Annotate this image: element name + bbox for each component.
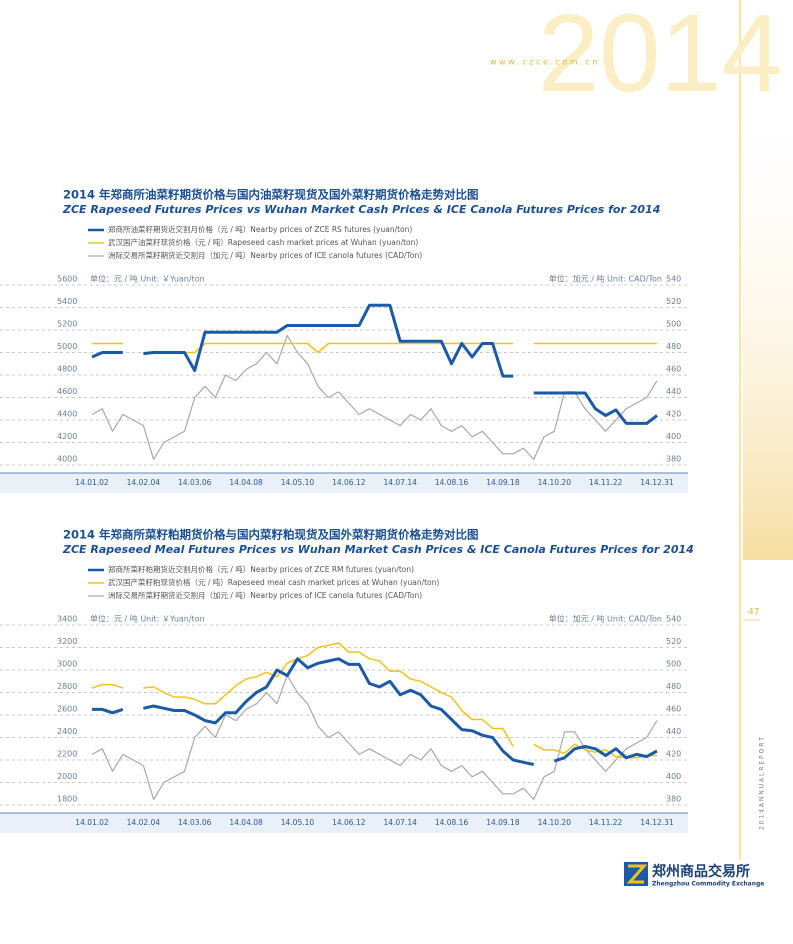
y-tick-label: 5400	[57, 297, 77, 306]
x-tick-label: 14.08.16	[435, 818, 469, 827]
y-tick-label: 5600	[57, 275, 77, 284]
x-tick-label: 14.04.08	[229, 818, 263, 827]
y2-tick-label: 480	[666, 342, 681, 351]
chart-subtitle: ZCE Rapeseed Futures Prices vs Wuhan Mar…	[62, 203, 660, 216]
y2-tick-label: 520	[666, 637, 681, 646]
x-tick-label: 14.12.31	[640, 478, 674, 487]
y-tick-label: 3200	[57, 637, 77, 646]
y2-axis-label: 单位：加元 / 吨 Unit: CAD/Ton	[549, 614, 662, 624]
side-text: 2 0 1 4 A N N U A L R E P O R T	[759, 737, 766, 830]
x-axis-band	[0, 813, 688, 833]
x-tick-label: 14.09.18	[486, 478, 520, 487]
y-tick-label: 4200	[57, 432, 77, 441]
y-tick-label: 4400	[57, 410, 77, 419]
series-line	[91, 303, 658, 425]
x-tick-label: 14.07.14	[383, 478, 417, 487]
y2-tick-label: 380	[666, 795, 681, 804]
series-line	[91, 335, 658, 460]
y2-tick-label: 400	[666, 432, 681, 441]
x-tick-label: 14.09.18	[486, 818, 520, 827]
y2-tick-label: 460	[666, 705, 681, 714]
y2-tick-label: 500	[666, 320, 681, 329]
x-axis-band	[0, 473, 688, 493]
logo-cn: 郑州商品交易所	[652, 863, 750, 880]
y2-tick-label: 420	[666, 410, 681, 419]
y2-tick-label: 400	[666, 772, 681, 781]
chart-title: 2014 年郑商所油菜籽期货价格与国内油菜籽现货及国外菜籽期货价格走势对比图	[63, 188, 479, 202]
x-tick-label: 14.06.12	[332, 478, 366, 487]
url: w w w . c z c e . c o m . c n	[490, 58, 597, 67]
y2-axis-label: 单位：加元 / 吨 Unit: CAD/Ton	[549, 274, 662, 284]
x-tick-label: 14.10.20	[538, 478, 572, 487]
legend-label: 洲际交易所菜籽期货近交割月（加元 / 吨）Nearby prices of IC…	[108, 590, 422, 600]
x-tick-label: 14.12.31	[640, 818, 674, 827]
y2-tick-label: 520	[666, 297, 681, 306]
y-tick-label: 4800	[57, 365, 77, 374]
x-tick-label: 14.05.10	[281, 818, 315, 827]
y-tick-label: 4000	[57, 455, 77, 464]
y-axis-label: 单位：元 / 吨 Unit: ￥Yuan/ton	[90, 614, 205, 624]
x-tick-label: 14.03.06	[178, 478, 212, 487]
y2-tick-label: 380	[666, 455, 681, 464]
legend-label: 郑商所油菜籽期货近交割月价格（元 / 吨）Nearby prices of ZC…	[108, 224, 412, 234]
y2-tick-label: 440	[666, 387, 681, 396]
series-line	[91, 675, 658, 800]
x-tick-label: 14.01.02	[75, 818, 109, 827]
y2-tick-label: 500	[666, 660, 681, 669]
building-decor	[743, 90, 793, 560]
legend-label: 武汉国产油菜籽现货价格（元 / 吨）Rapeseed cash market p…	[108, 237, 418, 247]
y-tick-label: 5200	[57, 320, 77, 329]
chart-title: 2014 年郑商所菜籽粕期货价格与国内菜籽粕现货及国外菜籽期货价格走势对比图	[63, 528, 479, 542]
x-tick-label: 14.02.04	[127, 478, 161, 487]
y2-tick-label: 540	[666, 615, 681, 624]
x-tick-label: 14.05.10	[281, 478, 315, 487]
series-line	[91, 642, 657, 759]
y2-tick-label: 540	[666, 275, 681, 284]
x-tick-label: 14.11.22	[589, 478, 623, 487]
x-tick-label: 14.01.02	[75, 478, 109, 487]
y-tick-label: 2400	[57, 727, 77, 736]
x-tick-label: 14.06.12	[332, 818, 366, 827]
y-tick-label: 3400	[57, 615, 77, 624]
y-tick-label: 3000	[57, 660, 77, 669]
y-tick-label: 2800	[57, 682, 77, 691]
watermark: 2014	[538, 0, 783, 115]
x-tick-label: 14.04.08	[229, 478, 263, 487]
y-axis-label: 单位：元 / 吨 Unit: ￥Yuan/ton	[90, 274, 205, 284]
y-tick-label: 4600	[57, 387, 77, 396]
x-tick-label: 14.03.06	[178, 818, 212, 827]
logo-en: Zhengzhou Commodity Exchange	[652, 881, 764, 888]
y2-tick-label: 420	[666, 750, 681, 759]
series-line	[92, 342, 657, 354]
legend-label: 洲际交易所菜籽期货近交割月（加元 / 吨）Nearby prices of IC…	[108, 250, 422, 260]
legend-label: 武汉国产菜籽粕现货价格（元 / 吨）Rapeseed meal cash mar…	[108, 577, 439, 587]
y-tick-label: 2000	[57, 772, 77, 781]
x-tick-label: 14.11.22	[589, 818, 623, 827]
x-tick-label: 14.10.20	[538, 818, 572, 827]
page-number: 47	[748, 608, 759, 618]
y2-tick-label: 440	[666, 727, 681, 736]
logo-z	[626, 864, 648, 884]
y-tick-label: 2200	[57, 750, 77, 759]
y-tick-label: 2600	[57, 705, 77, 714]
y-tick-label: 5000	[57, 342, 77, 351]
x-tick-label: 14.08.16	[435, 478, 469, 487]
y-tick-label: 1800	[57, 795, 77, 804]
y2-tick-label: 460	[666, 365, 681, 374]
x-tick-label: 14.07.14	[383, 818, 417, 827]
y2-tick-label: 480	[666, 682, 681, 691]
legend-label: 郑商所菜籽粕期货近交割月价格（元 / 吨）Nearby prices of ZC…	[108, 564, 414, 574]
series-line	[92, 657, 658, 766]
x-tick-label: 14.02.04	[127, 818, 161, 827]
chart-subtitle: ZCE Rapeseed Meal Futures Prices vs Wuha…	[62, 543, 694, 556]
